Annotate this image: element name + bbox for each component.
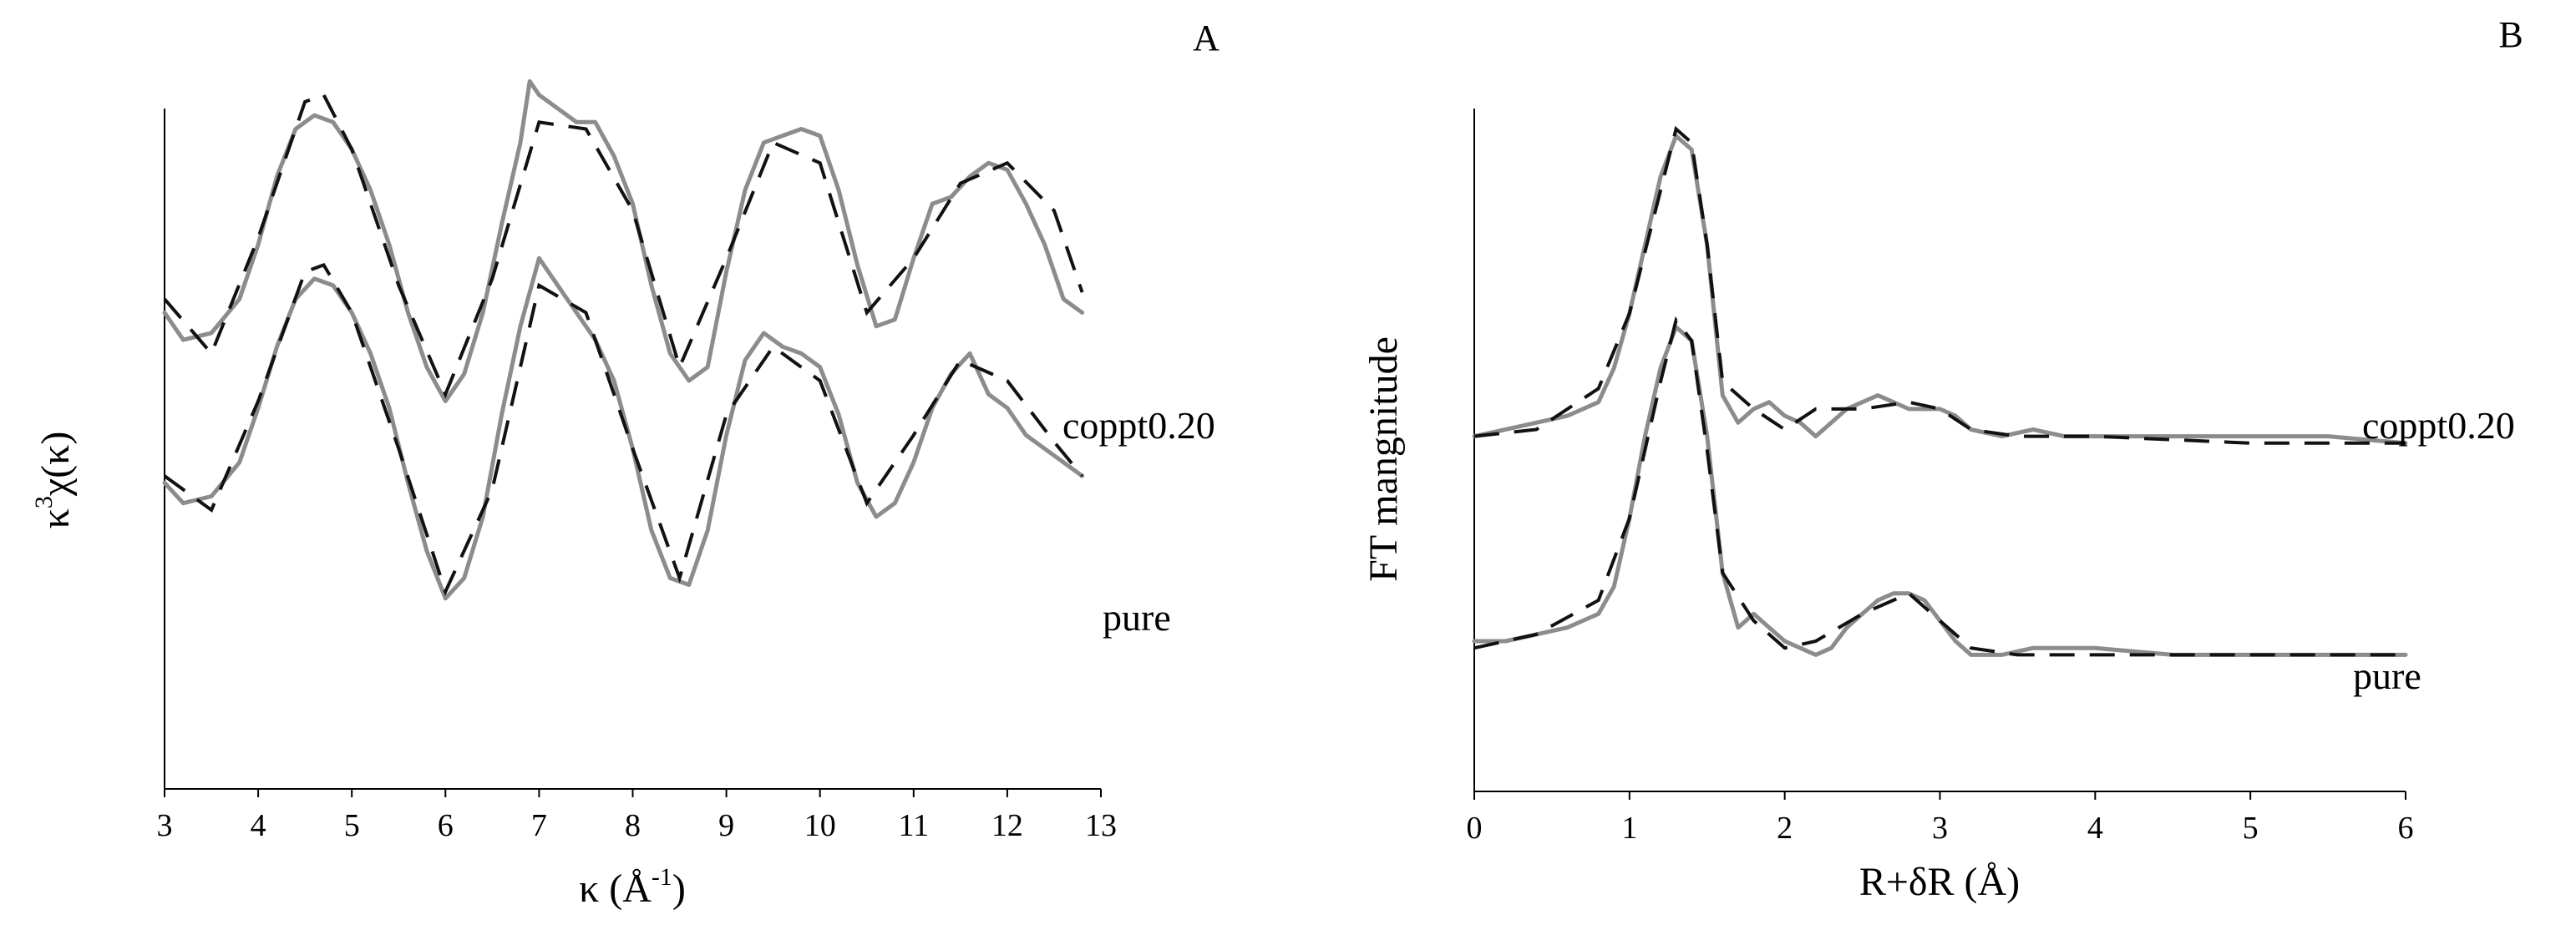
panel-b-x-tick-label: 3: [1932, 811, 1948, 846]
panel-a-series: [162, 78, 1085, 601]
panel-a-x-tick-label: 13: [1085, 808, 1117, 843]
panel-a-series-pure: [162, 255, 1085, 601]
panel-a-x-tick-label: 12: [991, 808, 1023, 843]
panel-b-series-pure-fit: [1473, 316, 2406, 657]
panel-a-x-axis-title: κ (Å-1): [579, 863, 686, 911]
panel-a-x-tick-label: 10: [804, 808, 836, 843]
panel-b-x-tick-label: 2: [1777, 811, 1793, 846]
panel-b-label: B: [2498, 14, 2523, 55]
panel-a-x-tick-label: 3: [157, 808, 173, 843]
panel-b-x-tick-label: 4: [2087, 811, 2103, 846]
panel-a-x-tick-label: 7: [531, 808, 547, 843]
panel-a-x-ticks: 3 4 5 6 7 8 9 10 11 12 13: [157, 789, 1117, 843]
panel-b-series-pure: [1472, 325, 2408, 657]
panel-b-chart: B 0 1 2 3 4 5 6 coppt0.20 pure R+δR (Å) FT man…: [1362, 14, 2523, 904]
panel-a-x-tick-label: 9: [718, 808, 734, 843]
panel-b-x-tick-label: 5: [2243, 811, 2259, 846]
panel-b-curve-label-coppt: coppt0.20: [2362, 404, 2515, 447]
panel-b-curve-label-pure: pure: [2353, 655, 2421, 697]
panel-a-x-tick-label: 5: [344, 808, 360, 843]
panel-a-x-tick-label: 11: [899, 808, 930, 843]
panel-a-x-tick-label: 8: [625, 808, 641, 843]
panel-b-x-axis-title: R+δR (Å): [1859, 860, 2020, 904]
panel-b-x-ticks: 0 1 2 3 4 5 6: [1467, 791, 2414, 846]
panel-b-series: [1472, 125, 2408, 657]
panel-a-chart: A 3 4 5 6 7 8 9 10 11 12 13 coppt0.20 pure κ (Å-1)…: [30, 18, 1220, 911]
panel-a-x-tick-label: 6: [438, 808, 454, 843]
panel-b-x-tick-label: 0: [1467, 811, 1483, 846]
panel-a-curve-label-coppt: coppt0.20: [1062, 404, 1215, 447]
panel-a-series-pure-fit: [163, 262, 1084, 597]
panel-a-series-coppt0-20-fit: [163, 93, 1084, 399]
panel-a-series-coppt0-20: [162, 78, 1085, 403]
panel-b-y-axis-title: FT mangnitude: [1362, 336, 1406, 582]
panel-a-x-tick-label: 4: [251, 808, 266, 843]
panel-a-curve-label-pure: pure: [1103, 596, 1171, 639]
panel-b-series-coppt0-20: [1472, 134, 2408, 446]
panel-b-x-tick-label: 1: [1621, 811, 1637, 846]
panel-b-x-tick-label: 6: [2398, 811, 2414, 846]
panel-a-y-axis-title: κ3χ(κ): [30, 432, 78, 529]
panel-a-label: A: [1193, 18, 1220, 58]
panel-b-series-coppt0-20-fit: [1473, 125, 2406, 445]
